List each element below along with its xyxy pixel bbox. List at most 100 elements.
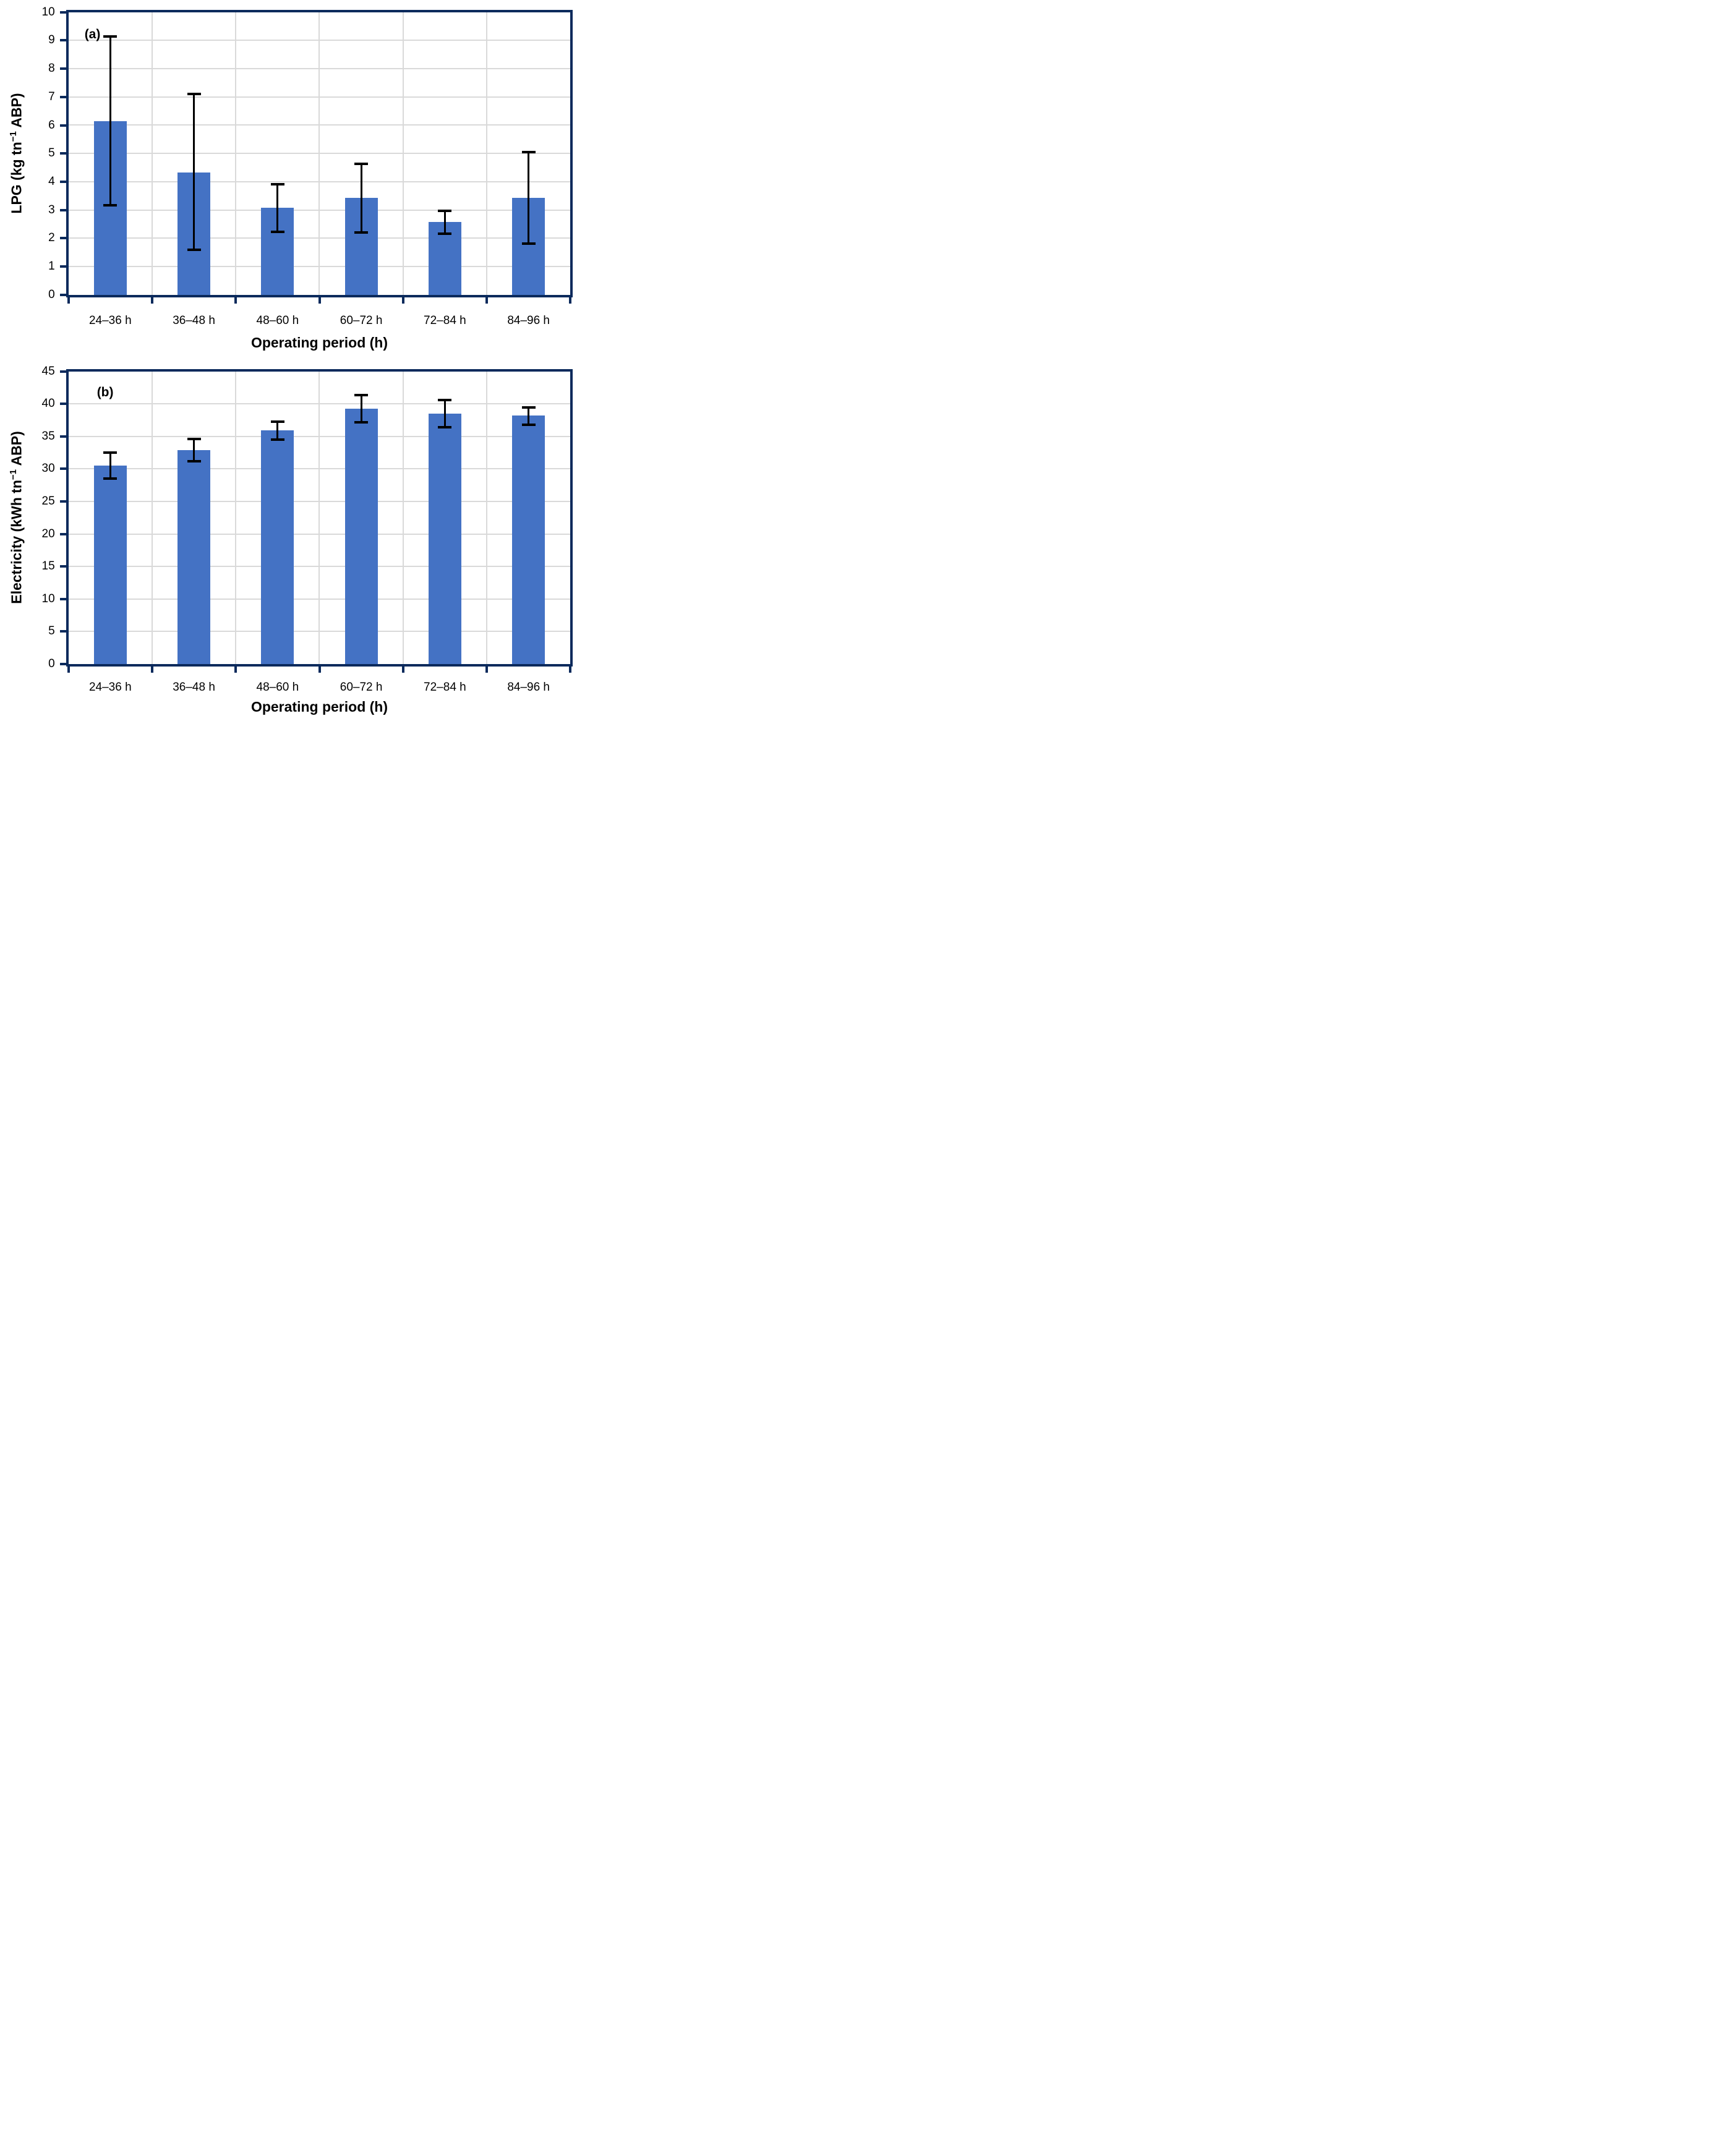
y-tick-label: 3	[48, 203, 55, 216]
y-axis-tick	[59, 630, 66, 633]
y-tick-label: 10	[41, 592, 55, 605]
error-bar-line	[193, 94, 195, 250]
y-axis-tick	[59, 435, 66, 438]
panel-label: (a)	[84, 27, 101, 41]
x-category-label: 36–48 h	[173, 681, 215, 694]
error-bar-cap-top	[438, 398, 452, 401]
error-bar-cap-top	[187, 438, 201, 441]
x-axis-tick	[150, 297, 153, 304]
error-bar-cap-bottom	[103, 477, 118, 480]
error-bar-cap-top	[103, 35, 118, 38]
y-tick-label: 10	[41, 5, 55, 19]
x-axis-tick	[569, 297, 572, 304]
y-tick-label: 20	[41, 527, 55, 540]
x-axis-tick	[67, 297, 70, 304]
error-bar-cap-top	[270, 420, 284, 423]
y-tick-label: 2	[48, 231, 55, 245]
x-category-label: 84–96 h	[507, 314, 550, 327]
y-axis-tick	[59, 11, 66, 14]
x-category-label: 36–48 h	[173, 314, 215, 327]
error-bar-cap-top	[438, 209, 452, 212]
error-bar-cap-bottom	[354, 420, 369, 424]
y-tick-label: 5	[48, 147, 55, 160]
error-bar-cap-top	[521, 406, 536, 409]
x-category-label: 48–60 h	[256, 314, 299, 327]
error-bar-cap-bottom	[187, 248, 201, 251]
error-bar-cap-bottom	[521, 423, 536, 426]
x-category-label: 48–60 h	[256, 681, 299, 694]
x-axis-tick	[67, 667, 70, 673]
y-tick-label: 15	[41, 560, 55, 573]
plot-area-a: (a)	[66, 9, 573, 297]
bar-48–60 h	[261, 430, 294, 664]
y-axis-tick	[59, 370, 66, 373]
y-tick-label: 1	[48, 260, 55, 273]
y-tick-label: 8	[48, 62, 55, 75]
error-bar-line	[360, 394, 362, 422]
y-axis-tick	[59, 403, 66, 406]
v-gridline	[402, 371, 404, 664]
y-axis-tick	[59, 39, 66, 42]
plot-area-b: (b)	[66, 369, 573, 667]
y-axis-tick	[59, 67, 66, 70]
error-bar-cap-top	[270, 182, 284, 185]
v-gridline	[235, 12, 237, 295]
y-tick-label: 7	[48, 90, 55, 103]
x-axis-title: Operating period (h)	[250, 699, 388, 715]
x-axis-tick	[485, 297, 489, 304]
y-tick-label: 6	[48, 118, 55, 132]
error-bar-line	[528, 151, 530, 244]
error-bar-cap-top	[354, 162, 369, 165]
error-bar-line	[109, 36, 111, 205]
y-axis-tick	[59, 208, 66, 211]
y-axis-tick	[59, 265, 66, 268]
y-tick-label: 35	[41, 429, 55, 443]
error-bar-line	[276, 421, 279, 440]
error-bar-cap-bottom	[103, 203, 118, 207]
v-gridline	[151, 371, 153, 664]
x-category-label: 60–72 h	[340, 314, 383, 327]
y-axis-tick	[59, 500, 66, 503]
error-bar-cap-bottom	[438, 426, 452, 429]
v-gridline	[318, 371, 320, 664]
y-axis-tick	[59, 180, 66, 183]
y-tick-label: 4	[48, 174, 55, 188]
y-axis-tick	[59, 237, 66, 240]
x-axis-tick	[234, 297, 237, 304]
x-axis-tick	[401, 297, 404, 304]
error-bar-line	[443, 399, 446, 428]
error-bar-cap-bottom	[187, 459, 201, 462]
y-axis-tick	[59, 293, 66, 296]
y-axis-tick	[59, 152, 66, 155]
y-axis-tick	[59, 663, 66, 665]
error-bar-line	[109, 453, 111, 479]
bar-24–36 h	[93, 466, 127, 664]
error-bar-cap-bottom	[521, 242, 536, 245]
x-axis-title: Operating period (h)	[250, 334, 388, 351]
v-gridline	[235, 371, 237, 664]
x-category-label: 24–36 h	[88, 681, 132, 694]
error-bar-cap-bottom	[354, 231, 369, 234]
y-tick-label: 9	[48, 33, 55, 47]
y-tick-label: 25	[41, 495, 55, 508]
error-bar-cap-top	[521, 150, 536, 153]
y-axis-tick	[59, 467, 66, 471]
error-bar-cap-top	[103, 451, 118, 454]
y-tick-label: 0	[48, 657, 55, 670]
x-axis-tick	[234, 667, 237, 673]
y-axis-tick	[59, 597, 66, 600]
x-category-label: 60–72 h	[340, 681, 383, 694]
v-gridline	[318, 12, 320, 295]
x-axis-tick	[318, 297, 321, 304]
x-category-label: 72–84 h	[424, 681, 466, 694]
error-bar-cap-bottom	[270, 438, 284, 441]
y-tick-label: 40	[41, 397, 55, 411]
figure-two-panel-bar-chart: (a) 0 1 2 3 4 5 6 7 8 9 10 24–36 h 36–48 h 48–60 h 60–7…	[0, 0, 577, 719]
y-tick-label: 45	[41, 364, 55, 378]
bar-36–48 h	[177, 450, 211, 664]
x-axis-tick	[569, 667, 572, 673]
y-axis-title: LPG (kg tn−1 ABP)	[7, 93, 25, 214]
error-bar-line	[528, 407, 530, 425]
bar-84–96 h	[512, 415, 545, 664]
error-bar-cap-bottom	[270, 231, 284, 234]
